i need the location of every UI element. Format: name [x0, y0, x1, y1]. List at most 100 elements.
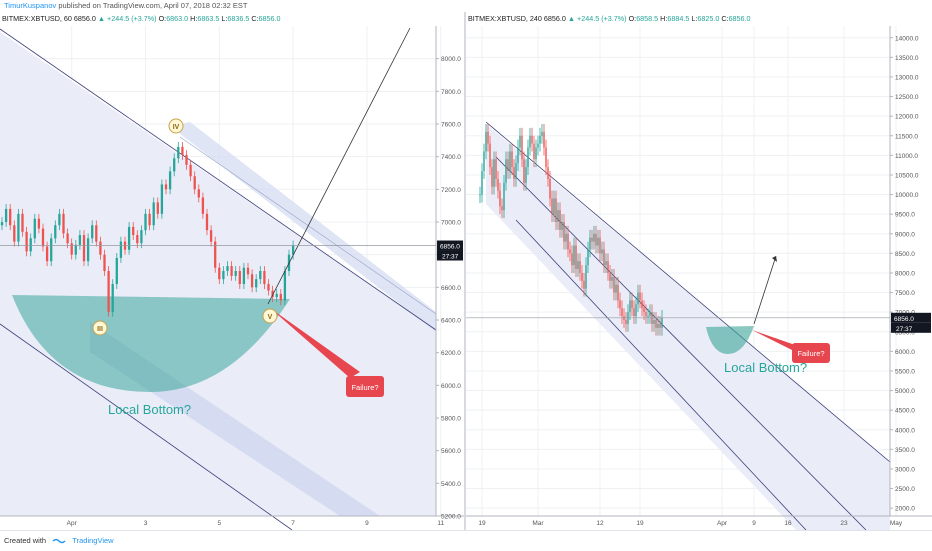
- time-tick-label: 9: [365, 520, 369, 527]
- candle-body: [513, 167, 515, 179]
- candle-body: [649, 312, 651, 317]
- candle-body: [625, 320, 627, 324]
- candle-body: [214, 241, 217, 268]
- candle-body: [601, 249, 603, 254]
- candle-body: [599, 237, 601, 254]
- candle-body: [99, 241, 102, 255]
- panel-divider[interactable]: [464, 12, 466, 530]
- price-tick-label: 7600.0: [441, 122, 461, 129]
- candle-body: [515, 163, 517, 179]
- candle-body: [537, 143, 539, 148]
- candle-body: [50, 238, 53, 262]
- candle-body: [545, 147, 547, 168]
- projection-line: [753, 255, 777, 325]
- candle-body: [547, 167, 549, 179]
- time-tick-label: 23: [840, 520, 848, 527]
- created-with-text: Created with: [4, 536, 47, 545]
- candle-body: [193, 176, 196, 190]
- candle-body: [581, 272, 583, 281]
- candle-body: [107, 271, 110, 312]
- candle-body: [579, 261, 581, 273]
- price-tick-label: 7200.0: [441, 187, 461, 194]
- candle-body: [551, 198, 553, 215]
- candle-body: [589, 237, 591, 250]
- price-tick-label: 5500.0: [895, 368, 915, 375]
- candle-body: [635, 304, 637, 317]
- candle-body: [250, 274, 254, 288]
- last-price-badge: [437, 240, 463, 251]
- candle-body: [563, 222, 565, 242]
- candle-body: [54, 225, 57, 239]
- candle-body: [25, 231, 28, 252]
- price-tick-label: 7800.0: [441, 89, 461, 96]
- candle-body: [238, 271, 241, 285]
- candle-body: [593, 233, 595, 242]
- time-tick-label: 3: [144, 520, 148, 527]
- candle-body: [140, 230, 143, 244]
- wave-label: IV: [173, 124, 180, 131]
- candle-body: [525, 167, 527, 183]
- open-value: 6863.0: [166, 14, 189, 23]
- time-tick-label: 19: [636, 520, 644, 527]
- candle-body: [533, 143, 535, 160]
- candle-body: [115, 257, 118, 285]
- published-text: published on TradingView.com, April 07, …: [58, 1, 248, 10]
- channel-line-lower: [0, 323, 293, 530]
- close-value: 6856.0: [258, 14, 281, 23]
- candlestick-chart-right[interactable]: Failure? Local Bottom? 2000.0 2500.0 3000.0 3…: [466, 12, 932, 530]
- candle-body: [503, 182, 505, 211]
- candle-body: [523, 159, 525, 183]
- candle-body: [483, 151, 485, 172]
- candle-body: [168, 171, 172, 190]
- chart-panel-right[interactable]: BITMEX:XBTUSD, 240 6856.0 ▲ +244.5 (+3.7…: [466, 12, 932, 530]
- price-tick-label: 9500.0: [895, 212, 915, 219]
- candle-body: [575, 245, 577, 270]
- candle-body: [531, 135, 533, 144]
- candle-body: [619, 300, 621, 309]
- candle-body: [597, 237, 599, 246]
- candle-body: [283, 271, 287, 301]
- time-tick-label: 19: [478, 520, 486, 527]
- price-tick-label: 3000.0: [895, 466, 915, 473]
- candle-body: [152, 202, 155, 226]
- candle-body: [4, 208, 8, 222]
- candle-body: [591, 237, 593, 242]
- high-value: 6863.5: [197, 14, 220, 23]
- price-tick-label: 5000.0: [895, 388, 915, 395]
- candle-body: [509, 151, 511, 172]
- candle-body: [226, 266, 229, 271]
- price-tick-label: 6000.0: [895, 349, 915, 356]
- candle-body: [607, 261, 609, 273]
- candle-body: [657, 323, 659, 328]
- candle-body: [189, 164, 192, 177]
- tradingview-link[interactable]: TradingView: [72, 536, 114, 545]
- candle-body: [103, 254, 106, 271]
- low-value: 6825.0: [697, 14, 720, 23]
- candle-body: [559, 210, 561, 230]
- candle-body: [565, 233, 567, 242]
- candlestick-chart-left[interactable]: Failure? III IV V Local Bottom? 5200.0 5400.0 5…: [0, 12, 464, 530]
- time-tick-label: 7: [291, 520, 295, 527]
- candle-body: [561, 222, 563, 230]
- chart-panel-left[interactable]: BITMEX:XBTUSD, 60 6856.0 ▲ +244.5 (+3.7%…: [0, 12, 464, 530]
- candle-body: [21, 213, 24, 232]
- candle-body: [0, 222, 4, 226]
- candle-body: [499, 190, 501, 207]
- candle-body: [259, 271, 262, 280]
- candle-body: [549, 178, 551, 199]
- price-tick-label: 11500.0: [895, 133, 918, 140]
- author-link[interactable]: TimurKuspanov: [4, 1, 57, 10]
- candle-body: [156, 202, 159, 214]
- local-bottom-label: Local Bottom?: [108, 402, 191, 417]
- low-value: 6836.5: [227, 14, 250, 23]
- candle-body: [234, 271, 237, 276]
- last-price-badge-text: 6856.0: [894, 316, 914, 323]
- candle-body: [37, 218, 41, 229]
- symbol-label: BITMEX:XBTUSD: [2, 14, 60, 23]
- candle-body: [479, 194, 481, 196]
- candle-body: [246, 267, 250, 275]
- candle-body: [659, 323, 661, 328]
- candle-body: [181, 146, 184, 156]
- candle-body: [511, 151, 513, 168]
- failure-label: Failure?: [351, 383, 378, 392]
